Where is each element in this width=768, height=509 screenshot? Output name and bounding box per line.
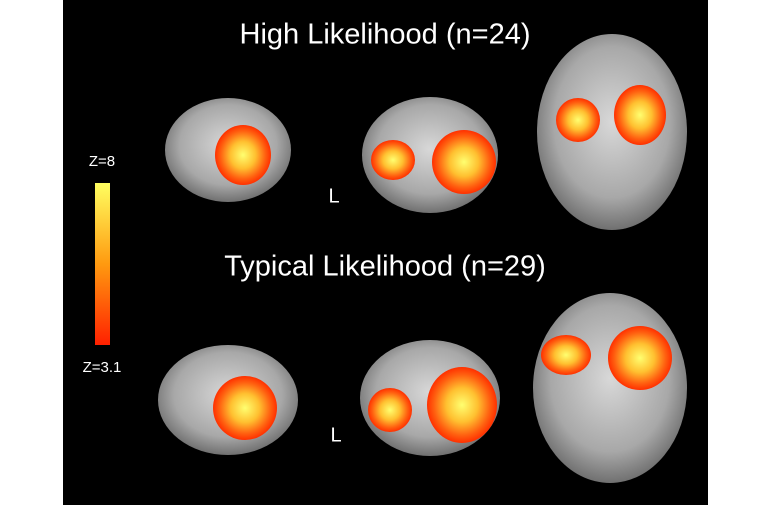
brain-row bbox=[158, 293, 687, 483]
axial-slice bbox=[533, 293, 687, 483]
panel-title: Typical Likelihood (n=29) bbox=[224, 251, 546, 283]
activation bbox=[541, 335, 591, 375]
colorbar-max-label: Z=8 bbox=[89, 153, 115, 170]
activation bbox=[371, 140, 415, 180]
axial-slice bbox=[537, 34, 687, 230]
side-label: L bbox=[330, 424, 341, 446]
activation bbox=[556, 98, 600, 142]
colorbar-min-label: Z=3.1 bbox=[83, 359, 122, 376]
side-label: L bbox=[328, 185, 339, 207]
activation bbox=[368, 388, 412, 432]
panel-title: High Likelihood (n=24) bbox=[240, 19, 531, 51]
activation bbox=[213, 376, 277, 440]
activation bbox=[215, 125, 271, 185]
activation bbox=[614, 85, 666, 145]
activation bbox=[432, 130, 496, 194]
activation bbox=[427, 367, 497, 443]
colorbar bbox=[95, 183, 110, 345]
activation bbox=[608, 326, 672, 390]
brain-row bbox=[165, 34, 687, 230]
